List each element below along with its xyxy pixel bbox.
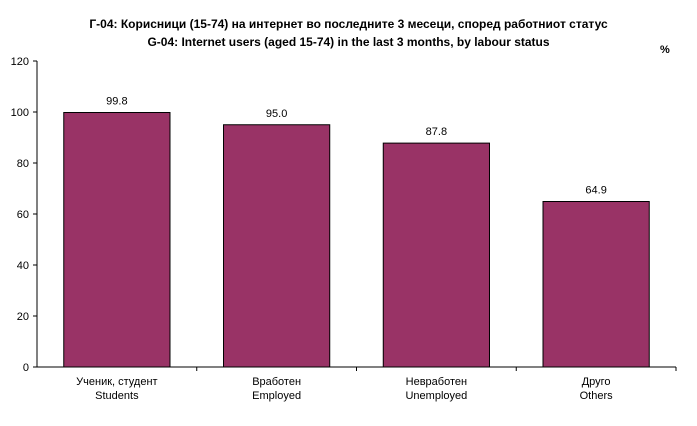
data-label: 95.0 [266,108,287,120]
data-label: 99.8 [106,96,127,108]
y-tick-label: 20 [17,311,29,323]
x-tick-label-en: Students [95,390,139,402]
x-tick-label-en: Others [580,390,614,402]
bar [223,124,331,368]
chart-title: Г-04: Корисници (15-74) на интернет во п… [89,17,608,31]
y-tick-label: 0 [23,362,29,374]
x-tick-label: Вработен [252,376,301,388]
bar [63,112,171,368]
y-tick-label: 60 [17,209,29,221]
data-label: 87.8 [426,126,447,138]
bar [382,142,490,368]
bar [542,201,650,368]
data-label: 64.9 [585,185,606,197]
unit-label: % [660,44,670,56]
chart-subtitle: G-04: Internet users (aged 15-74) in the… [147,35,550,49]
y-tick-label: 100 [11,107,29,119]
y-tick-label: 80 [17,158,29,170]
x-tick-label-en: Employed [252,390,301,402]
x-tick-label-en: Unemployed [405,390,467,402]
y-tick-label: 120 [11,56,29,68]
y-tick-label: 40 [17,260,29,272]
x-tick-label: Ученик, студент [76,376,157,388]
x-tick-label: Невработен [406,376,467,388]
x-tick-label: Друго [582,376,611,388]
